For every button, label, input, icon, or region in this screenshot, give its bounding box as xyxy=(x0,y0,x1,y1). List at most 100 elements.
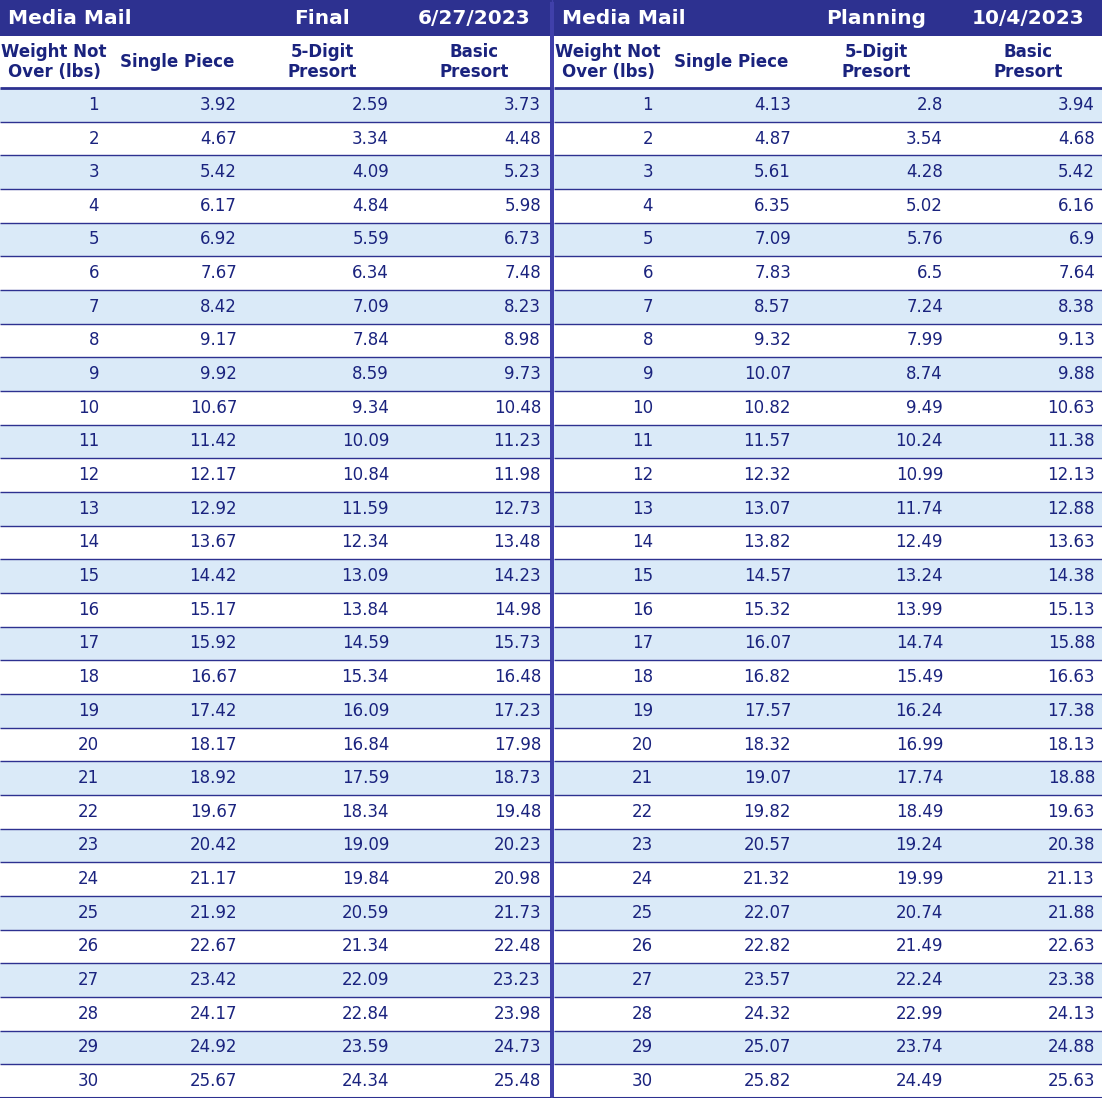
Bar xyxy=(554,694,1102,728)
Text: 2.8: 2.8 xyxy=(917,96,943,114)
Text: 5.61: 5.61 xyxy=(754,164,791,181)
Text: 5-Digit
Presort: 5-Digit Presort xyxy=(841,43,910,81)
Text: 19.24: 19.24 xyxy=(896,837,943,854)
Text: 24.32: 24.32 xyxy=(744,1005,791,1023)
Text: 14: 14 xyxy=(631,534,653,551)
Text: 14.57: 14.57 xyxy=(744,568,791,585)
Text: 4: 4 xyxy=(88,197,99,215)
Text: 5.98: 5.98 xyxy=(505,197,541,215)
Text: 12: 12 xyxy=(78,467,99,484)
Text: 12.92: 12.92 xyxy=(190,500,237,518)
Text: 10.67: 10.67 xyxy=(190,399,237,417)
Text: 7: 7 xyxy=(88,298,99,316)
Bar xyxy=(0,660,550,694)
Text: 10: 10 xyxy=(631,399,653,417)
Text: 2: 2 xyxy=(88,130,99,147)
Bar xyxy=(0,391,550,425)
Text: 29: 29 xyxy=(631,1039,653,1056)
Bar xyxy=(0,795,550,829)
Text: 24.17: 24.17 xyxy=(190,1005,237,1023)
Bar xyxy=(0,1064,550,1098)
Bar xyxy=(0,88,550,122)
Text: 5.02: 5.02 xyxy=(906,197,943,215)
Text: 23.57: 23.57 xyxy=(744,971,791,989)
Text: 14.74: 14.74 xyxy=(896,635,943,652)
Text: 5.23: 5.23 xyxy=(504,164,541,181)
Text: 15.92: 15.92 xyxy=(190,635,237,652)
Text: 6: 6 xyxy=(88,265,99,282)
Bar xyxy=(0,559,550,593)
Text: 17.42: 17.42 xyxy=(190,702,237,720)
Text: 5.42: 5.42 xyxy=(1058,164,1095,181)
Text: 24: 24 xyxy=(78,871,99,888)
Text: 11.57: 11.57 xyxy=(744,433,791,450)
Text: 15.73: 15.73 xyxy=(494,635,541,652)
Text: 6.92: 6.92 xyxy=(201,231,237,248)
Text: 5-Digit
Presort: 5-Digit Presort xyxy=(288,43,357,81)
Text: 15.32: 15.32 xyxy=(744,601,791,619)
Text: 8.23: 8.23 xyxy=(504,298,541,316)
Text: 22.82: 22.82 xyxy=(744,938,791,955)
Text: 16.24: 16.24 xyxy=(896,702,943,720)
Text: 15: 15 xyxy=(78,568,99,585)
Text: 10.99: 10.99 xyxy=(896,467,943,484)
Bar xyxy=(554,155,1102,189)
Text: 18.73: 18.73 xyxy=(494,770,541,787)
Text: 4.13: 4.13 xyxy=(754,96,791,114)
Text: 11.23: 11.23 xyxy=(494,433,541,450)
Text: 10.84: 10.84 xyxy=(342,467,389,484)
Text: 13.09: 13.09 xyxy=(342,568,389,585)
Bar xyxy=(554,1064,1102,1098)
Text: 13: 13 xyxy=(78,500,99,518)
Text: Media Mail: Media Mail xyxy=(8,9,131,27)
Text: 8.57: 8.57 xyxy=(754,298,791,316)
Text: 19.07: 19.07 xyxy=(744,770,791,787)
Text: Single Piece: Single Piece xyxy=(120,53,235,71)
Text: 1: 1 xyxy=(88,96,99,114)
Text: 20.74: 20.74 xyxy=(896,904,943,922)
Text: 3.92: 3.92 xyxy=(199,96,237,114)
Text: 13.48: 13.48 xyxy=(494,534,541,551)
Text: 7.24: 7.24 xyxy=(906,298,943,316)
Text: 5.42: 5.42 xyxy=(201,164,237,181)
Text: 3.94: 3.94 xyxy=(1058,96,1095,114)
Text: 20.23: 20.23 xyxy=(494,837,541,854)
Text: 12.32: 12.32 xyxy=(743,467,791,484)
Text: 4.67: 4.67 xyxy=(201,130,237,147)
Text: 6.34: 6.34 xyxy=(353,265,389,282)
Text: 7.09: 7.09 xyxy=(754,231,791,248)
Text: 21.49: 21.49 xyxy=(896,938,943,955)
Text: 12: 12 xyxy=(631,467,653,484)
Bar xyxy=(0,627,550,660)
Bar xyxy=(0,223,550,256)
Text: 18.32: 18.32 xyxy=(744,736,791,753)
Text: 12.88: 12.88 xyxy=(1048,500,1095,518)
Text: 28: 28 xyxy=(631,1005,653,1023)
Text: 20.57: 20.57 xyxy=(744,837,791,854)
Text: 8.38: 8.38 xyxy=(1058,298,1095,316)
Text: 7: 7 xyxy=(642,298,653,316)
Bar xyxy=(0,963,550,997)
Bar xyxy=(0,189,550,223)
Text: 30: 30 xyxy=(78,1072,99,1090)
Text: 19.99: 19.99 xyxy=(896,871,943,888)
Text: 4.09: 4.09 xyxy=(353,164,389,181)
Text: 16.48: 16.48 xyxy=(494,669,541,686)
Text: 7.09: 7.09 xyxy=(353,298,389,316)
Text: 26: 26 xyxy=(631,938,653,955)
Text: 7.83: 7.83 xyxy=(754,265,791,282)
Text: 22.09: 22.09 xyxy=(342,971,389,989)
Text: 22.24: 22.24 xyxy=(895,971,943,989)
Text: 22.63: 22.63 xyxy=(1047,938,1095,955)
Bar xyxy=(554,1031,1102,1064)
Text: 22.48: 22.48 xyxy=(494,938,541,955)
Text: 9.88: 9.88 xyxy=(1058,366,1095,383)
Text: 16.82: 16.82 xyxy=(744,669,791,686)
Text: 21.17: 21.17 xyxy=(190,871,237,888)
Text: 18.13: 18.13 xyxy=(1047,736,1095,753)
Text: 12.13: 12.13 xyxy=(1047,467,1095,484)
Text: 5: 5 xyxy=(88,231,99,248)
Text: 25.82: 25.82 xyxy=(744,1072,791,1090)
Text: 10/4/2023: 10/4/2023 xyxy=(972,9,1084,27)
Text: 19.48: 19.48 xyxy=(494,803,541,821)
